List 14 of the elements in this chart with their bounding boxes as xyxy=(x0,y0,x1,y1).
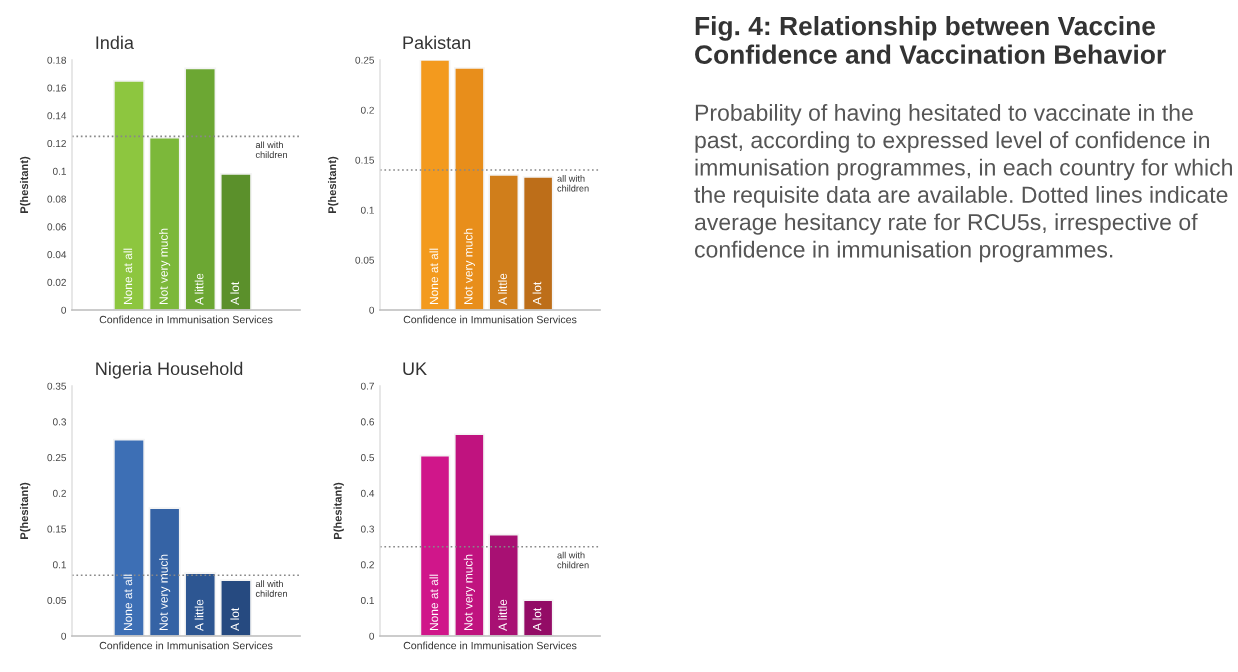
bar xyxy=(522,599,554,636)
chart-title: Pakistan xyxy=(403,35,471,50)
chart-title: Nigeria Household xyxy=(96,361,243,379)
text: Probability of having hesitated to vaccinate in the past, according to expressed level of confidence in immunisation programmes, in each country for which the requisite data are available. Dotted lines indicate average hesitancy rate for RCU5s, irrespective of confidence in immunisation programmes. xyxy=(694,104,1232,263)
bar xyxy=(522,176,554,310)
bar xyxy=(113,438,145,636)
bar xyxy=(219,173,252,310)
text: Fig. 4: Relationship between Vaccine Confidence and Vaccination Behavior xyxy=(695,16,1166,64)
bar xyxy=(419,60,451,310)
bar xyxy=(419,454,451,636)
bar xyxy=(113,79,145,310)
chart-title: India xyxy=(96,35,134,50)
bar xyxy=(219,579,252,636)
chart-title: UK xyxy=(403,362,427,376)
